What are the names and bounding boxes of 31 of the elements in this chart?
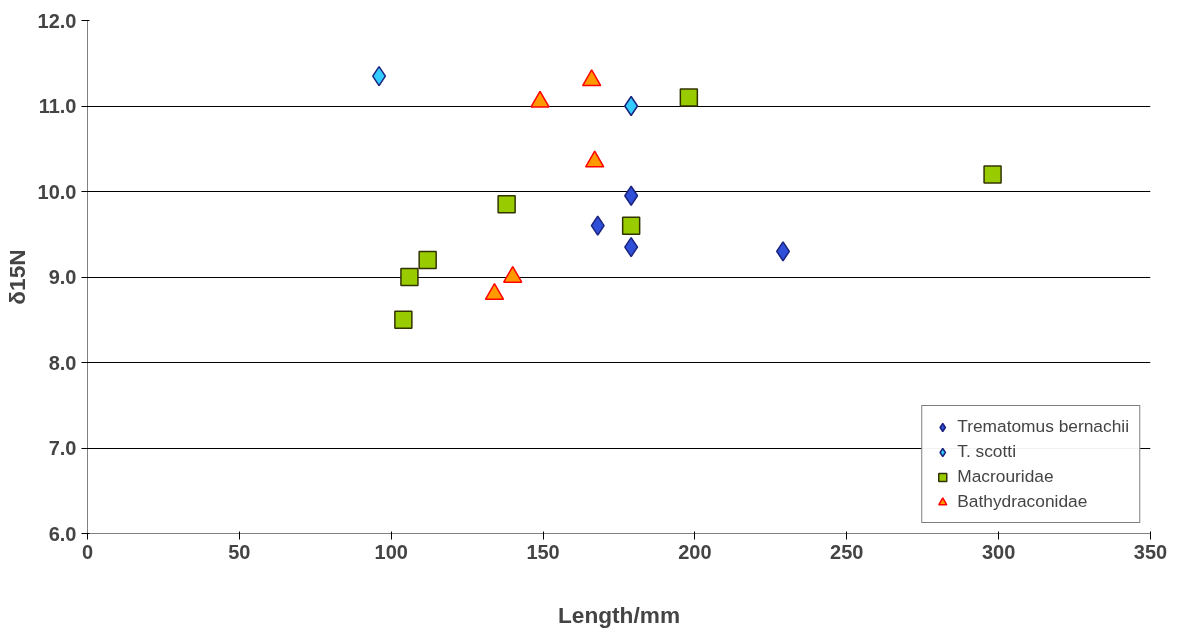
- x-tick-label: 250: [830, 540, 864, 563]
- legend-label: Bathydraconidae: [957, 491, 1088, 512]
- point: [679, 88, 699, 107]
- legend-label: Macrouridae: [957, 466, 1054, 487]
- x-tick-label: 200: [678, 540, 712, 563]
- point: [621, 216, 641, 235]
- y-axis-title: δ15N: [3, 249, 30, 305]
- legend-label: Trematomus bernachii: [957, 416, 1129, 437]
- y-tick-label: 6.0: [48, 522, 77, 545]
- x-tick-label: 300: [981, 540, 1016, 563]
- point: [775, 241, 791, 262]
- y-tick-label: 11.0: [38, 95, 77, 117]
- legend-label: T. scotti: [957, 441, 1016, 462]
- y-tick-label: 12.0: [37, 9, 77, 32]
- x-tick-label: 50: [228, 540, 251, 563]
- point: [371, 65, 387, 87]
- x-axis-title: Length/mm: [557, 601, 681, 628]
- x-tick-label: 350: [1133, 540, 1168, 563]
- point: [394, 310, 413, 329]
- point: [497, 195, 516, 214]
- y-tick-label: 8.0: [48, 351, 77, 374]
- y-tick-label: 9.0: [48, 266, 77, 288]
- point: [983, 165, 1002, 184]
- point: [418, 250, 437, 270]
- x-tick-label: 150: [526, 540, 560, 563]
- y-tick-label: 10.0: [37, 180, 77, 203]
- x-tick-label: 0: [81, 540, 94, 563]
- y-tick-label: 7.0: [48, 437, 77, 459]
- x-tick-label: 100: [374, 540, 408, 563]
- point: [590, 215, 605, 236]
- point: [400, 267, 419, 287]
